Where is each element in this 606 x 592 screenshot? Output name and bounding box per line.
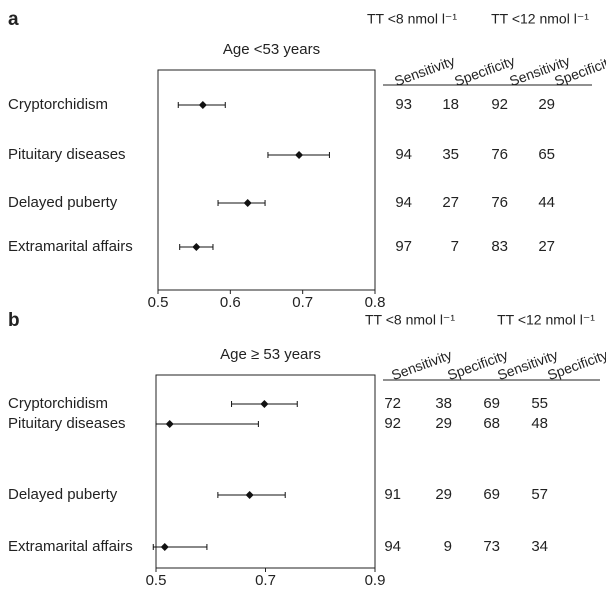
panel-label: a [8, 9, 19, 30]
table-cell: 9 [444, 538, 452, 555]
table-cell: 73 [483, 538, 500, 555]
x-tick-label: 0.5 [148, 294, 169, 311]
table-cell: 18 [442, 96, 459, 113]
table-cell: 94 [395, 194, 412, 211]
row-label: Delayed puberty [8, 486, 118, 503]
table-cell: 57 [531, 486, 548, 503]
estimate [260, 400, 269, 408]
x-tick-label: 0.9 [365, 572, 386, 589]
table-cell: 69 [483, 486, 500, 503]
row-label: Pituitary diseases [8, 415, 126, 432]
row-label: Cryptorchidism [8, 96, 108, 113]
table-column: Sensitivity [389, 346, 454, 383]
table-cell: 65 [538, 146, 555, 163]
table-cell: 92 [491, 96, 508, 113]
row-label: Cryptorchidism [8, 395, 108, 412]
row-label: Delayed puberty [8, 194, 118, 211]
x-tick-label: 0.7 [255, 572, 276, 589]
table-cell: 72 [384, 395, 401, 412]
estimate [192, 243, 201, 251]
x-tick-label: 0.5 [146, 572, 167, 589]
table-group: TT <12 nmol l⁻¹ [497, 312, 595, 328]
estimate [243, 199, 252, 207]
table-group: TT <8 nmol l⁻¹ [367, 11, 457, 27]
table-group: TT <8 nmol l⁻¹ [365, 312, 455, 328]
table-cell: 93 [395, 96, 412, 113]
table-cell: 34 [531, 538, 548, 555]
estimate [245, 491, 254, 499]
table-cell: 91 [384, 486, 401, 503]
row-label: Extramarital affairs [8, 238, 133, 255]
table-cell: 92 [384, 415, 401, 432]
table-cell: 94 [384, 538, 401, 555]
estimate [295, 151, 304, 159]
table-cell: 48 [531, 415, 548, 432]
row-label: Pituitary diseases [8, 146, 126, 163]
table-cell: 83 [491, 238, 508, 255]
row-label: Extramarital affairs [8, 538, 133, 555]
table-cell: 94 [395, 146, 412, 163]
estimate [160, 543, 169, 551]
x-tick-label: 0.6 [220, 294, 241, 311]
table-cell: 38 [435, 395, 452, 412]
panel-label: b [8, 310, 20, 331]
table-cell: 29 [435, 415, 452, 432]
table-cell: 27 [442, 194, 459, 211]
table-cell: 44 [538, 194, 555, 211]
table-column: Specificity [452, 52, 517, 89]
table-column: Sensitivity [392, 52, 457, 89]
table-group: TT <12 nmol l⁻¹ [491, 11, 589, 27]
estimate [165, 420, 174, 428]
table-cell: 97 [395, 238, 412, 255]
panel-subtitle: Age <53 years [223, 41, 320, 58]
x-tick-label: 0.7 [292, 294, 313, 311]
table-cell: 69 [483, 395, 500, 412]
table-cell: 29 [435, 486, 452, 503]
table-cell: 55 [531, 395, 548, 412]
table-cell: 76 [491, 194, 508, 211]
table-cell: 27 [538, 238, 555, 255]
panel-subtitle: Age ≥ 53 years [220, 346, 321, 363]
estimate [198, 101, 207, 109]
table-cell: 29 [538, 96, 555, 113]
table-cell: 7 [451, 238, 459, 255]
table-cell: 68 [483, 415, 500, 432]
table-cell: 76 [491, 146, 508, 163]
table-cell: 35 [442, 146, 459, 163]
x-tick-label: 0.8 [365, 294, 386, 311]
plot-frame [157, 69, 376, 291]
